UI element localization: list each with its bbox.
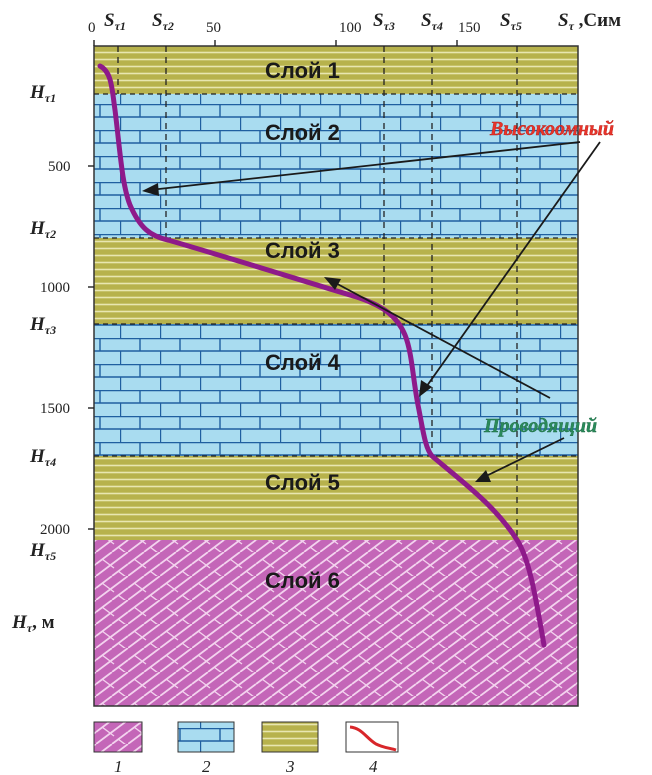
h-tau-2-label: Hτ2 [29, 218, 56, 241]
layer-stack [93, 45, 579, 707]
legend-number-2: 2 [202, 757, 211, 775]
legend-swatch-basement [93, 721, 143, 753]
conductance-lines [117, 46, 518, 540]
x-axis-unit-label: Sτ ,Сим [558, 10, 621, 33]
s-tau-5-label: Sτ5 [500, 10, 522, 33]
x-tick-100: 100 [339, 20, 362, 36]
y-tick-1000: 1000 [40, 280, 70, 296]
layer-6-label: Слой 6 [265, 568, 340, 593]
legend-swatch-resistive [177, 721, 235, 753]
y-tick-2000: 2000 [40, 522, 70, 538]
arrow-conductive-1 [329, 279, 551, 399]
arrow-resistive-1 [149, 141, 581, 191]
y-symbols: Hτ1 Hτ2 Hτ3 Hτ4 Hτ5 Hτ, м [11, 82, 56, 635]
layer-2 [94, 94, 578, 238]
legend-curve-icon [349, 725, 397, 752]
h-tau-1-label: Hτ1 [29, 82, 56, 105]
y-tick-1500: 1500 [40, 401, 70, 417]
x-tick-labels: 0 50 100 150 [88, 20, 481, 36]
h-tau-3-label: Hτ3 [29, 314, 56, 337]
layer-1 [94, 46, 578, 94]
legend-item-2: 2 [177, 721, 235, 775]
layer-1-label: Слой 1 [265, 58, 340, 83]
legend-number-1: 1 [114, 757, 123, 775]
legend-item-1: 1 [93, 721, 143, 775]
y-axis-unit-label: Hτ, м [11, 612, 55, 635]
layer-3-label: Слой 3 [265, 238, 340, 263]
layer-2-label: Слой 2 [265, 120, 340, 145]
layer-labels: Слой 1 Слой 2 Слой 3 Слой 4 Слой 5 Слой … [265, 58, 341, 593]
x-tick-50: 50 [206, 20, 221, 36]
legend-number-3: 3 [285, 757, 295, 775]
x-symbols: Sτ1 Sτ2 Sτ3 Sτ4 Sτ5 Sτ ,Сим [104, 10, 621, 33]
y-tick-500: 500 [48, 159, 71, 175]
legend: 1 2 3 4 [93, 721, 399, 775]
s-tau-2-label: Sτ2 [152, 10, 174, 33]
legend-number-4: 4 [369, 757, 378, 775]
layer-4 [94, 324, 578, 456]
legend-item-3: 3 [261, 721, 319, 775]
h-tau-5-label: Hτ5 [29, 540, 56, 563]
conductance-curve [97, 63, 547, 648]
layer-6 [94, 540, 578, 706]
s-tau-1-label: Sτ1 [104, 10, 126, 33]
axis-ticks [88, 40, 458, 530]
x-tick-150: 150 [458, 20, 481, 36]
callout-resistive: Высокоомный [489, 118, 614, 140]
legend-swatch-conductive [261, 721, 319, 753]
s-tau-3-label: Sτ3 [373, 10, 395, 33]
arrow-heads [142, 183, 491, 482]
callout-conductive: Проводящий [483, 415, 597, 437]
layer-5-label: Слой 5 [265, 470, 340, 495]
x-tick-0: 0 [88, 20, 96, 36]
s-tau-4-label: Sτ4 [421, 10, 443, 33]
y-tick-labels: 500 1000 1500 2000 [40, 159, 71, 538]
arrow-conductive-2 [481, 437, 565, 479]
arrow-resistive-2 [423, 141, 601, 391]
layer-4-label: Слой 4 [265, 350, 341, 375]
callout-arrows [149, 141, 601, 479]
legend-item-4: 4 [345, 721, 399, 775]
h-tau-4-label: Hτ4 [29, 446, 56, 469]
